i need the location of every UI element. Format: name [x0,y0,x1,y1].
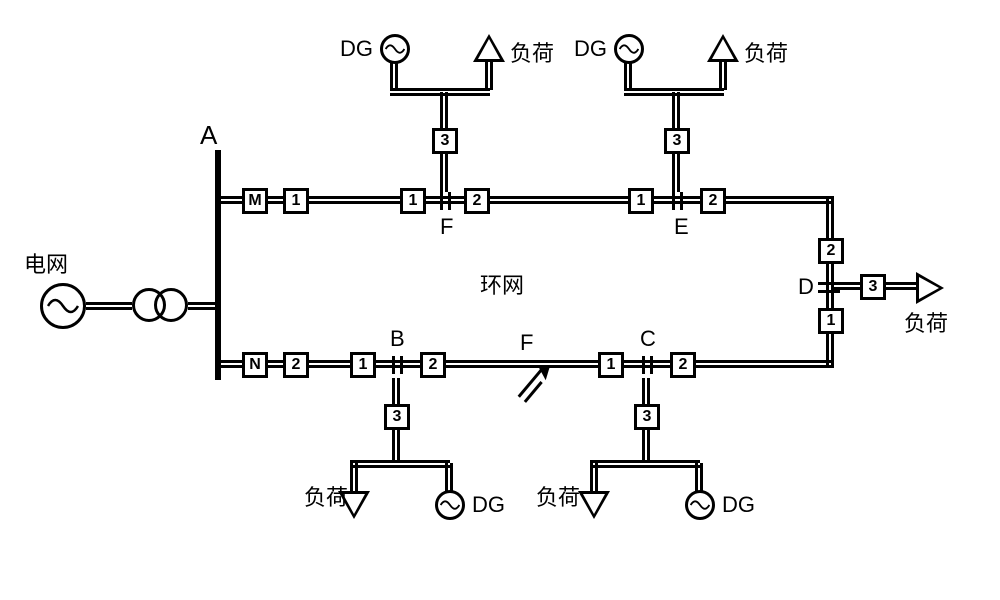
dg-f-icon [380,34,410,64]
dg-f-label: DG [340,36,373,62]
load-c-label: 负荷 [536,480,580,512]
edge-d-right [834,282,860,285]
load-b-label: 负荷 [304,480,348,512]
breaker-n: N [242,352,268,378]
load-d-icon [916,272,944,304]
breaker-e2: 2 [700,188,726,214]
edge-bus-n [221,360,242,363]
breaker-m1: 1 [283,188,309,214]
edge-transformer-bus [188,302,215,305]
edge-b-c [446,360,598,363]
breaker-c2: 2 [670,352,696,378]
node-d-label: D [798,274,814,300]
edge-e-dg-v [624,62,627,90]
dg-b-icon [435,490,465,520]
edge-e-load-v [719,62,722,90]
node-c-tick2 [650,356,653,374]
edge-m1-f1 [309,196,400,199]
dg-c-label: DG [722,492,755,518]
breaker-m: M [242,188,268,214]
dg-e-icon [614,34,644,64]
node-f-tick [440,192,443,210]
edge-c-tee [624,360,670,363]
edge-c-bot-h [590,460,700,463]
breaker-f3: 3 [432,128,458,154]
edge-m-m1 [268,196,283,199]
edge-e3-split [672,92,675,128]
breaker-e1: 1 [628,188,654,214]
breaker-d2: 2 [818,238,844,264]
edge-c-down [642,378,645,404]
grid-label: 电网 [24,247,68,279]
edge-bus-m [221,196,242,199]
breaker-n2: 2 [283,352,309,378]
edge-c-load-v [590,463,593,491]
grid-source-icon [40,283,86,329]
edge-e-up [672,154,675,192]
edge-e-tee [654,196,700,199]
load-c-icon [578,491,610,519]
fault-f-label: F [520,330,533,356]
node-b-tick2 [400,356,403,374]
node-d-tick2 [818,290,840,293]
edge-b3-split [392,430,395,462]
edge-b-bot-h [350,460,450,463]
edge-dcorner-v [826,196,829,238]
edge-e-top-h [624,88,724,91]
edge-d-tee [826,264,829,308]
ring-label: 环网 [480,268,524,300]
edge-grid-transformer [86,302,132,305]
node-e-tick2 [680,192,683,210]
dg-e-label: DG [574,36,607,62]
edge-n-n2 [268,360,283,363]
breaker-f2: 2 [464,188,490,214]
edge-b-dg-v [445,463,448,491]
load-f-label: 负荷 [510,36,554,68]
dg-c-icon [685,490,715,520]
breaker-b2: 2 [420,352,446,378]
edge-f-up [440,154,443,192]
node-e-tick [672,192,675,210]
load-d-label: 负荷 [904,306,948,338]
edge-f-top-h [390,88,490,91]
edge-f-dg-v [390,62,393,90]
ring-network-diagram: 电网 A M 1 1 2 F 3 DG 负荷 [20,20,980,580]
load-e-label: 负荷 [744,36,788,68]
load-e-icon [707,34,739,62]
dg-b-label: DG [472,492,505,518]
breaker-c3: 3 [634,404,660,430]
node-b-tick [392,356,395,374]
edge-c3-split [642,430,645,462]
edge-d3-load [886,282,916,285]
node-f-label: F [440,214,453,240]
edge-f-tee [426,196,464,199]
node-e-label: E [674,214,689,240]
edge-c-dcorner [696,360,834,363]
edge-f3-split [440,92,443,128]
node-c-tick [642,356,645,374]
edge-n2-b1 [309,360,350,363]
node-f-tick2 [448,192,451,210]
edge-f-load-v [485,62,488,90]
edge-b-down [392,378,395,404]
edge-e-dcorner [726,196,834,199]
breaker-d3: 3 [860,274,886,300]
edge-f-e [490,196,628,199]
node-c-label: C [640,326,656,352]
edge-b-tee [376,360,420,363]
breaker-f1: 1 [400,188,426,214]
breaker-d1: 1 [818,308,844,334]
breaker-e3: 3 [664,128,690,154]
breaker-b3: 3 [384,404,410,430]
busbar-a [215,150,221,380]
breaker-c1: 1 [598,352,624,378]
edge-b-load-v [350,463,353,491]
breaker-b1: 1 [350,352,376,378]
node-b-label: B [390,326,405,352]
load-f-icon [473,34,505,62]
node-a-label: A [200,120,217,151]
edge-c-dg-v [695,463,698,491]
